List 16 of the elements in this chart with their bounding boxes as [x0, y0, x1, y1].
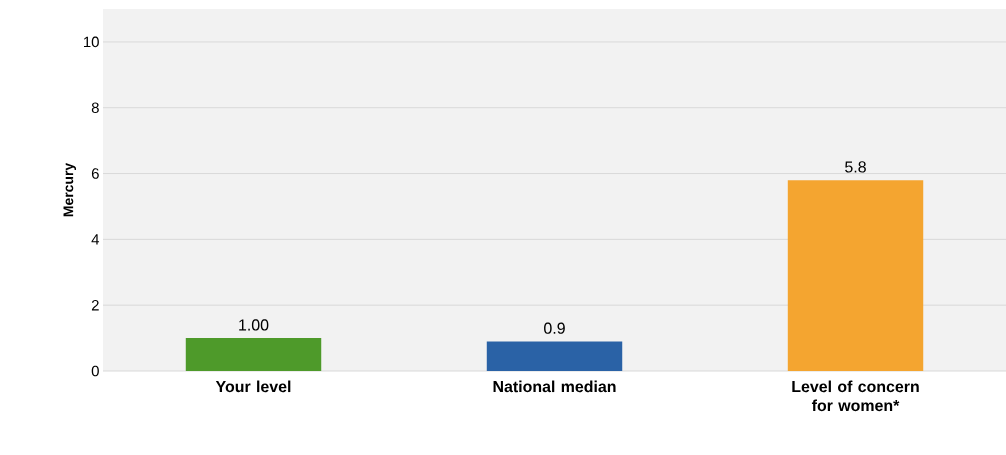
y-tick-label: 8: [91, 102, 99, 114]
data-label: 0.9: [544, 322, 565, 334]
y-tick-label: 4: [91, 234, 100, 245]
x-tick-label: Level of concern for women*: [792, 380, 919, 412]
x-tick-label: Your level: [215, 380, 291, 393]
x-tick-label: National median: [493, 380, 616, 393]
data-label: 1.00: [239, 319, 269, 331]
y-tick-label: 6: [91, 168, 99, 179]
y-axis-title: Mercury: [63, 162, 77, 217]
bar: [185, 338, 322, 371]
y-tick-label: 2: [91, 299, 99, 311]
y-tick-label: 0: [91, 365, 99, 377]
data-label: 5.8: [845, 161, 866, 173]
bar: [787, 180, 924, 371]
bar: [486, 341, 623, 371]
y-tick-label: 10: [84, 36, 99, 48]
